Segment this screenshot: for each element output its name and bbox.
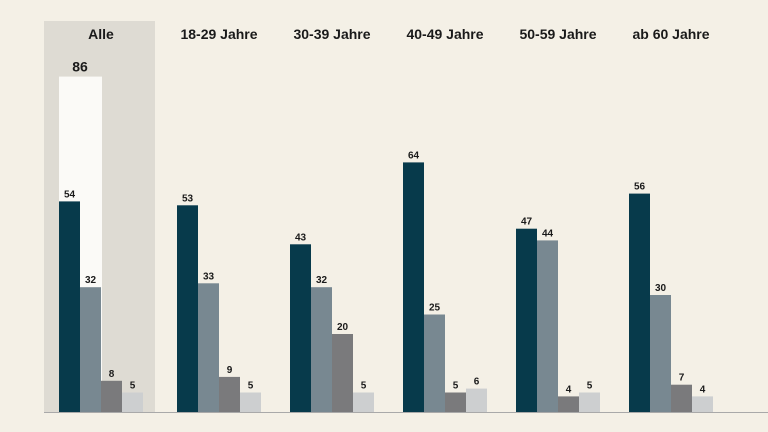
bar-s2-g1 — [219, 376, 240, 412]
bar-s3-g0 — [122, 392, 143, 412]
value-label-s0-g0: 54 — [64, 189, 76, 200]
value-label-s1-g2: 32 — [316, 275, 328, 286]
bar-s1-g0 — [80, 287, 101, 412]
group-label-5: ab 60 Jahre — [632, 26, 709, 42]
bar-s1-g5 — [650, 295, 671, 412]
bar-s0-g1 — [177, 205, 198, 412]
value-label-s1-g1: 33 — [203, 271, 215, 282]
value-label-s3-g0: 5 — [130, 381, 136, 392]
bar-s2-g4 — [558, 396, 579, 412]
bar-s3-g2 — [353, 392, 374, 412]
bar-s2-g5 — [671, 384, 692, 412]
value-label-s1-g5: 30 — [655, 283, 667, 294]
bar-s3-g5 — [692, 396, 713, 412]
bar-s1-g4 — [537, 240, 558, 412]
value-label-s3-g2: 5 — [361, 381, 367, 392]
bar-s1-g2 — [311, 287, 332, 412]
value-label-s2-g2: 20 — [337, 322, 349, 333]
bar-s0-g2 — [290, 244, 311, 412]
bar-s1-g1 — [198, 283, 219, 412]
total-label: 86 — [72, 59, 88, 75]
group-label-2: 30-39 Jahre — [293, 26, 370, 42]
value-label-s2-g5: 7 — [679, 373, 685, 384]
value-label-s1-g4: 44 — [542, 228, 554, 239]
value-label-s0-g3: 64 — [408, 150, 420, 161]
group-label-3: 40-49 Jahre — [406, 26, 483, 42]
value-label-s0-g2: 43 — [295, 232, 307, 243]
value-label-s3-g4: 5 — [587, 381, 593, 392]
bar-s2-g2 — [332, 334, 353, 412]
bar-s3-g3 — [466, 388, 487, 412]
value-label-s2-g1: 9 — [227, 365, 233, 376]
value-label-s2-g4: 4 — [566, 384, 572, 395]
value-label-s3-g5: 4 — [700, 384, 706, 395]
value-label-s1-g0: 32 — [85, 275, 97, 286]
bar-s0-g0 — [59, 201, 80, 412]
bar-s2-g3 — [445, 392, 466, 412]
group-label-4: 50-59 Jahre — [519, 26, 596, 42]
group-label-1: 18-29 Jahre — [180, 26, 257, 42]
bar-s3-g4 — [579, 392, 600, 412]
bar-s2-g0 — [101, 380, 122, 412]
value-label-s0-g5: 56 — [634, 182, 646, 193]
value-label-s3-g1: 5 — [248, 381, 254, 392]
bar-s3-g1 — [240, 392, 261, 412]
value-label-s3-g3: 6 — [474, 377, 480, 388]
bar-s0-g4 — [516, 228, 537, 412]
value-label-s0-g4: 47 — [521, 217, 533, 228]
value-label-s0-g1: 53 — [182, 193, 194, 204]
group-label-0: Alle — [88, 26, 114, 42]
bar-s0-g3 — [403, 162, 424, 412]
bar-s1-g3 — [424, 314, 445, 412]
value-label-s2-g0: 8 — [109, 369, 115, 380]
value-label-s1-g3: 25 — [429, 303, 441, 314]
bar-s0-g5 — [629, 193, 650, 412]
value-label-s2-g3: 5 — [453, 381, 459, 392]
